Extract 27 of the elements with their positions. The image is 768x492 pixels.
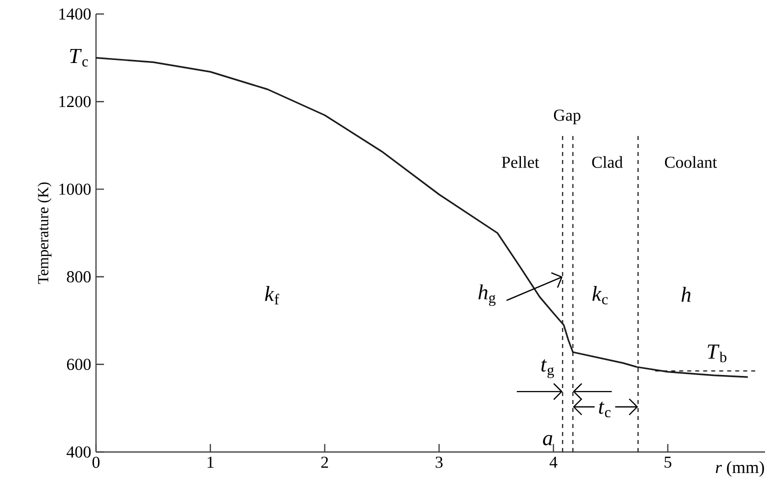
annotation: Coolant [664,156,717,168]
annotation: k$_{f}$ [265,286,280,304]
annotation: t$_{g}$ [541,359,554,378]
x-tick-label: 2 [321,456,328,468]
annotation: t$_{c}$ [599,402,611,418]
annotation: k$_{c}$ [592,286,608,304]
y-tick-label: 1000 [59,184,91,195]
annotation: Pellet [502,156,540,168]
y-tick-label: 1400 [59,8,91,20]
y-tick-label: 400 [66,446,91,458]
x-tick-label: 4 [550,456,558,468]
y-axis-title: Temperature (K) [38,182,52,284]
x-tick-label: 0 [92,456,100,468]
x-tick-label: 5 [664,456,672,468]
annotation: Clad [592,156,623,168]
x-axis-title: r (mm) [716,461,764,477]
y-tick-label: 600 [67,358,91,370]
y-tick-label: 800 [66,271,91,282]
annotation: h [682,286,691,302]
annotation: a [543,435,552,446]
text: T$_{c}$ [70,49,88,67]
annotation: h$_{g}$ [478,284,496,306]
x-tick-label: 3 [436,456,443,468]
annotation: T$_{b}$ [708,344,726,362]
y-tick-label: 1200 [59,96,91,108]
annotation: Gap [554,110,580,124]
x-tick-label: 1 [208,456,214,468]
